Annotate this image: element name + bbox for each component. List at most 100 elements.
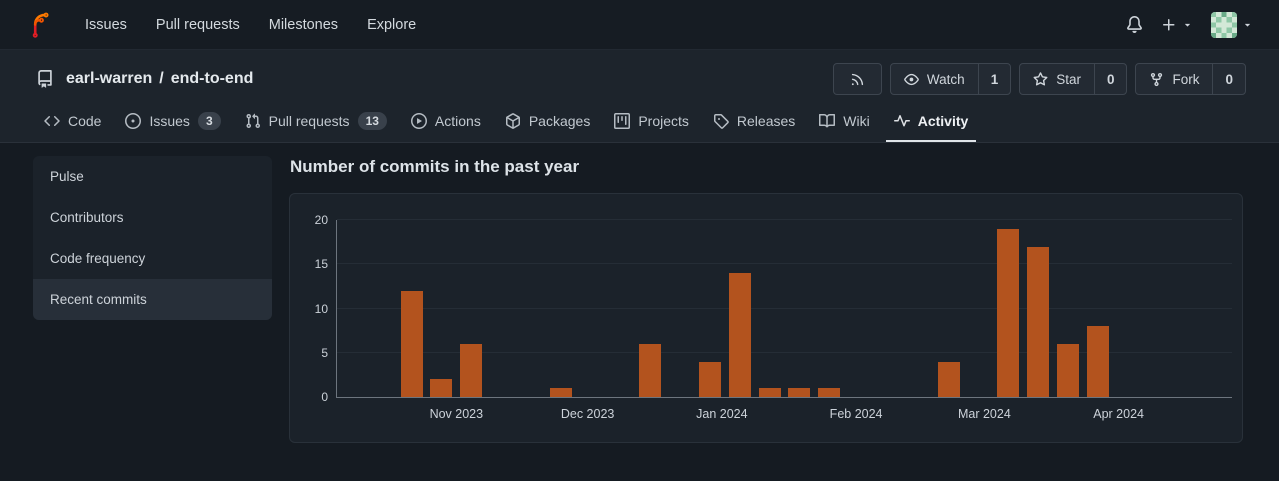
top-navbar: Issues Pull requests Milestones Explore — [0, 0, 1279, 50]
y-axis-tick-label: 15 — [314, 257, 328, 272]
fork-icon — [1149, 72, 1164, 87]
tab-label: Releases — [736, 113, 796, 129]
nav-link-pull-requests[interactable]: Pull requests — [155, 16, 240, 33]
watch-label: Watch — [926, 71, 965, 87]
rss-button[interactable] — [832, 63, 882, 95]
chart-plot: 0 5 10 15 20 Nov 2023 Dec 2023 Jan 2024 Feb 2024… — [315, 214, 1232, 421]
tab-code[interactable]: Code — [44, 100, 101, 142]
repo-title: earl-warren / end-to-end — [66, 70, 253, 88]
tab-releases[interactable]: Releases — [713, 100, 795, 142]
commit-bar[interactable] — [460, 343, 483, 397]
chevron-down-icon — [1242, 19, 1253, 30]
tab-label: Actions — [434, 113, 481, 129]
forgejo-logo[interactable] — [26, 11, 53, 38]
y-axis-tick-label: 5 — [321, 345, 328, 360]
tab-packages[interactable]: Packages — [505, 100, 590, 142]
star-button[interactable]: Star 0 — [1019, 63, 1128, 95]
nav-link-milestones[interactable]: Milestones — [268, 16, 339, 33]
fork-count[interactable]: 0 — [1212, 64, 1245, 94]
plus-icon — [1161, 17, 1177, 33]
x-axis-tick-label: Jan 2024 — [696, 407, 748, 421]
star-label: Star — [1056, 71, 1081, 87]
commit-chart-card: 0 5 10 15 20 Nov 2023 Dec 2023 Jan 2024 Feb 2024… — [289, 193, 1243, 443]
main-nav: Issues Pull requests Milestones Explore — [85, 17, 416, 33]
commit-bar[interactable] — [549, 388, 572, 397]
chart-title: Number of commits in the past year — [290, 157, 580, 176]
commit-bar[interactable] — [758, 388, 781, 397]
tab-issues[interactable]: Issues 3 — [125, 100, 221, 142]
repo-name-link[interactable]: end-to-end — [170, 70, 254, 87]
commit-bar[interactable] — [430, 379, 453, 397]
create-new-button[interactable] — [1161, 17, 1193, 33]
tab-activity[interactable]: Activity — [885, 100, 976, 142]
x-axis-tick-label: Feb 2024 — [829, 407, 883, 421]
star-count[interactable]: 0 — [1093, 64, 1127, 94]
gridline — [337, 351, 1232, 353]
commit-bar[interactable] — [400, 290, 423, 397]
y-axis-tick-label: 10 — [314, 301, 328, 316]
watch-button[interactable]: Watch 1 — [889, 63, 1012, 95]
commit-bar[interactable] — [1027, 246, 1050, 397]
commit-bar[interactable] — [937, 361, 960, 397]
gridline — [337, 263, 1232, 265]
tab-label: Activity — [917, 113, 969, 129]
package-icon — [505, 113, 521, 129]
bell-icon — [1126, 16, 1143, 33]
tab-label: Code — [68, 113, 102, 129]
repo-owner-link[interactable]: earl-warren — [66, 70, 153, 87]
y-axis-tick-label: 20 — [314, 213, 328, 227]
sidebar-item-code-frequency[interactable]: Code frequency — [50, 251, 146, 266]
tab-pull-requests[interactable]: Pull requests 13 — [245, 100, 387, 142]
commit-bar[interactable] — [788, 388, 811, 397]
tab-label: Issues — [149, 113, 190, 129]
repo-tabs: Code Issues 3 Pull requests 13 Actions Package… — [0, 100, 1279, 142]
watch-count[interactable]: 1 — [977, 64, 1011, 94]
x-axis-tick-label: Dec 2023 — [560, 407, 615, 421]
tab-label: Projects — [638, 113, 689, 129]
commit-bar[interactable] — [1056, 343, 1079, 397]
x-axis-tick-label: Mar 2024 — [957, 407, 1011, 421]
main-content: Pulse Contributors Code frequency Recent co… — [0, 143, 1279, 443]
sidebar-item-pulse[interactable]: Pulse — [50, 169, 84, 184]
tab-label: Pull requests — [268, 113, 350, 129]
commit-bar[interactable] — [698, 361, 721, 397]
commit-bar[interactable] — [728, 273, 751, 397]
tab-actions[interactable]: Actions — [410, 100, 481, 142]
tag-icon — [713, 113, 729, 129]
book-icon — [819, 113, 836, 129]
commit-bar[interactable] — [639, 343, 662, 397]
x-axis-tick-label: Apr 2024 — [1093, 407, 1144, 421]
avatar — [1211, 11, 1237, 38]
tab-label: Packages — [528, 113, 591, 129]
gridline — [337, 307, 1232, 309]
sidebar-item-recent-commits[interactable]: Recent commits — [33, 279, 272, 320]
navbar-right — [1126, 11, 1253, 38]
tab-wiki[interactable]: Wiki — [819, 100, 870, 142]
issue-icon — [125, 113, 142, 129]
repo-header: earl-warren / end-to-end Watch 1 Star 0 — [0, 50, 1279, 143]
x-axis-tick-label: Nov 2023 — [429, 407, 484, 421]
commit-bar[interactable] — [1086, 326, 1109, 397]
nav-link-issues[interactable]: Issues — [85, 16, 127, 33]
sidebar-item-contributors[interactable]: Contributors — [50, 210, 124, 225]
user-menu[interactable] — [1211, 11, 1253, 38]
pulse-icon — [893, 113, 910, 129]
gridline — [337, 219, 1232, 220]
project-icon — [614, 113, 631, 129]
repo-icon — [36, 70, 54, 88]
tab-projects[interactable]: Projects — [614, 100, 689, 142]
chevron-down-icon — [1182, 19, 1193, 30]
notifications-button[interactable] — [1126, 16, 1143, 33]
fork-button[interactable]: Fork 0 — [1135, 63, 1246, 95]
pull-request-icon — [245, 113, 261, 129]
repo-actions: Watch 1 Star 0 Fork 0 — [832, 63, 1246, 95]
tab-label: Wiki — [843, 113, 870, 129]
star-icon — [1033, 71, 1048, 87]
commit-bar[interactable] — [997, 228, 1020, 397]
fork-label: Fork — [1172, 71, 1200, 87]
rss-icon — [834, 64, 881, 94]
commit-bar[interactable] — [818, 388, 841, 397]
tab-count-badge: 3 — [197, 111, 221, 131]
nav-link-explore[interactable]: Explore — [367, 16, 417, 33]
play-icon — [410, 113, 427, 129]
